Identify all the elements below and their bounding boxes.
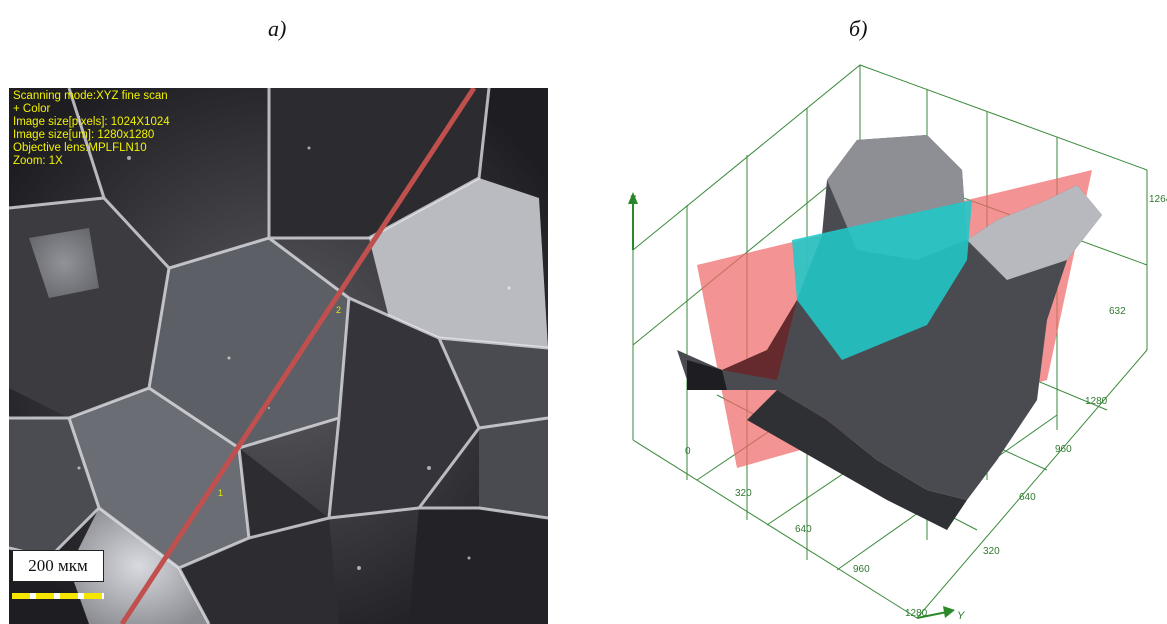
surface-3d-panel: Z Y 1264 632 0 320 640 960 1280 1280 960… [627,60,1167,624]
profile-marker-1: 1 [218,488,224,498]
scan-info-line: Image size[pixels]: 1024X1024 [13,116,170,128]
x-tick: 1280 [905,608,928,619]
y-tick: 320 [983,546,1000,557]
y-tick: 640 [1019,492,1036,503]
profile-line [119,88,477,624]
scale-bar [12,593,104,599]
x-tick: 960 [853,564,870,575]
y-axis-arrow [916,611,948,619]
y-axis-label: Y [957,610,965,622]
caption-a: а) [268,16,287,41]
z-tick: 632 [1109,306,1126,317]
scan-info: Scanning mode:XYZ fine scan + Color Imag… [13,90,170,168]
caption-b: б) [849,16,868,41]
scan-info-line: Zoom: 1X [13,155,63,167]
scan-info-line: Scanning mode:XYZ fine scan [13,90,168,102]
y-tick: 1280 [1085,396,1108,407]
y-tick: 960 [1055,444,1072,455]
scan-info-line: Image size[um]: 1280x1280 [13,129,155,141]
profile-marker-2: 2 [336,305,342,315]
micrograph-panel: Scanning mode:XYZ fine scan + Color Imag… [9,88,548,624]
x-tick: 320 [735,488,752,499]
x-tick: 0 [685,446,691,457]
surface-3d-view [628,64,1148,619]
scan-info-line: + Color [13,103,51,115]
x-tick: 640 [795,524,812,535]
scan-info-line: Objective lens:MPLFLN10 [13,142,147,154]
scale-label: 200 мкм [12,550,104,582]
z-axis-label: Z [629,194,636,206]
z-tick: 1264 [1149,194,1167,205]
section-plane [792,200,972,360]
micrograph-image [9,88,548,624]
